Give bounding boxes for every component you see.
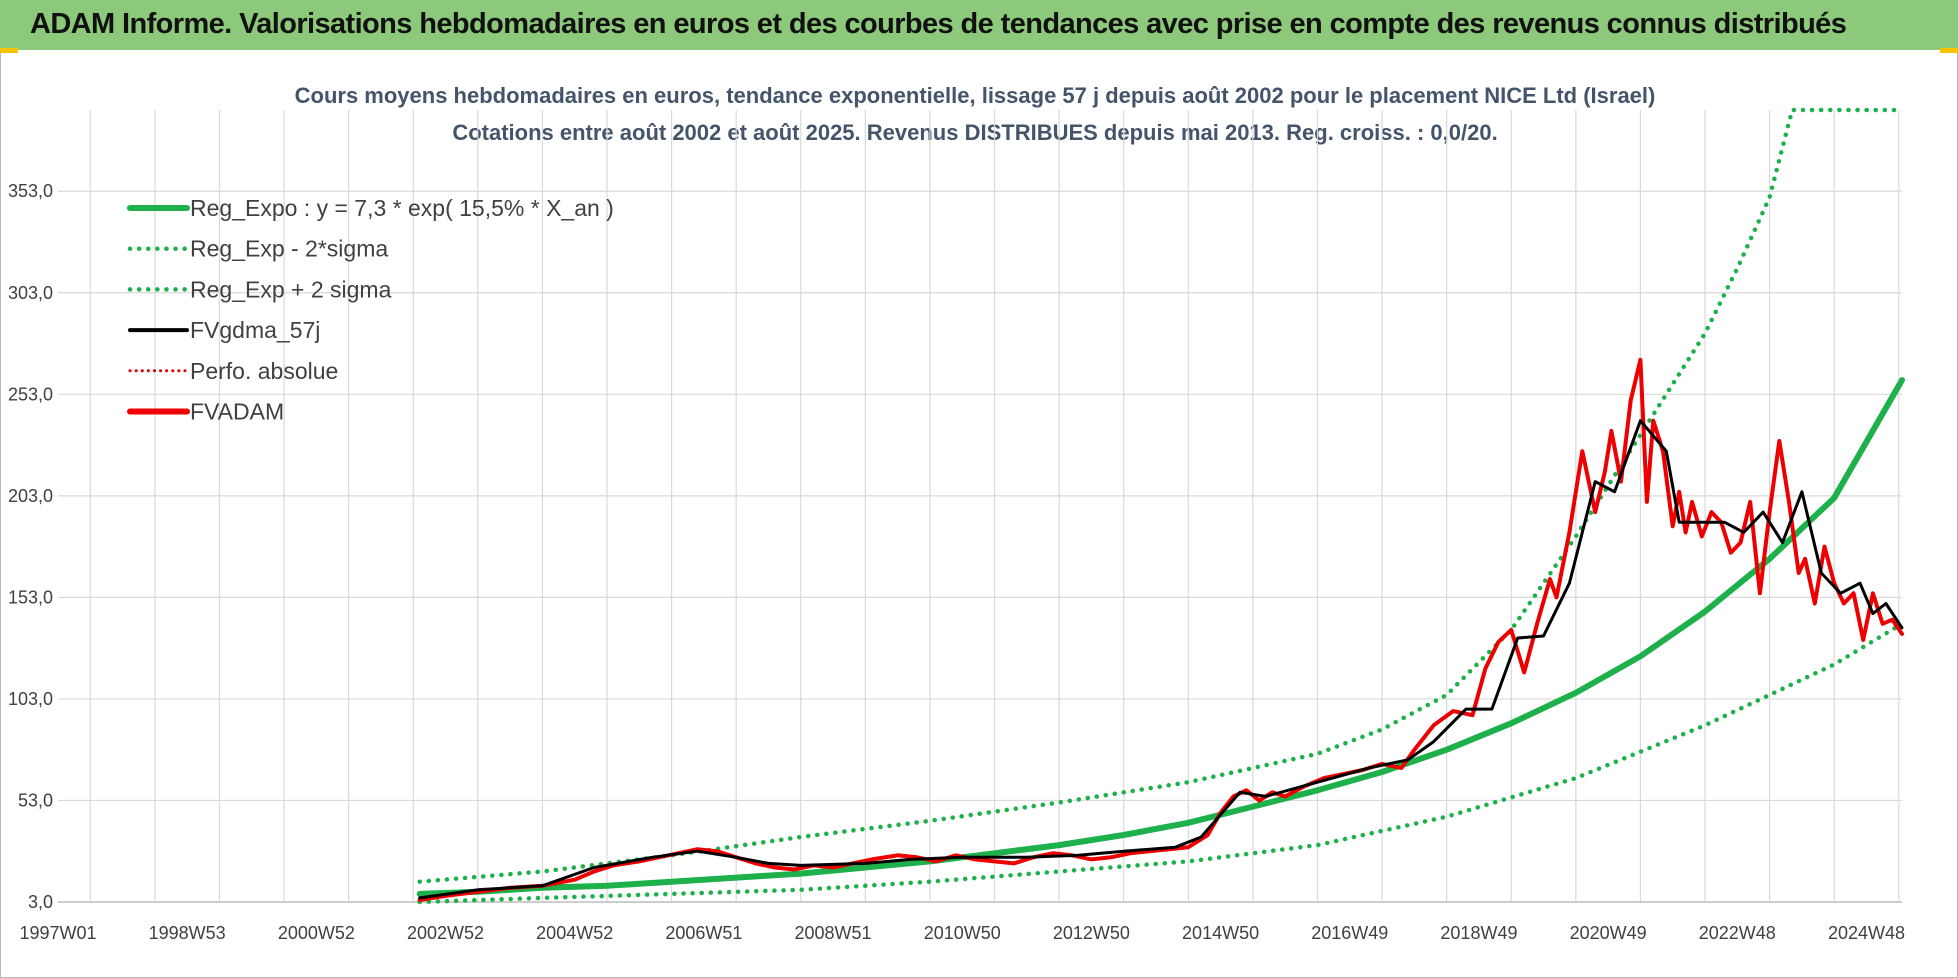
x-tick-label: 2006W51 [665,923,742,943]
corner-accent-right [1940,48,1958,53]
y-tick-label: 103,0 [8,689,53,709]
series-line-reg-plus-2sigma [417,107,1905,884]
x-tick-label: 2024W48 [1828,923,1905,943]
chart-title-line1: Cours moyens hebdomadaires en euros, ten… [295,83,1656,108]
legend-label: Reg_Expo : y = 7,3 * exp( 15,5% * X_an ) [190,195,614,221]
series-line-fvadam [417,357,1904,902]
banner-title: ADAM Informe. Valorisations hebdomadaire… [30,8,1847,40]
series-line-reg-minus-2sigma [417,621,1905,905]
legend-label: FVADAM [190,399,284,425]
corner-accent-left [0,48,18,53]
y-tick-label: 153,0 [8,587,53,607]
header-banner: ADAM Informe. Valorisations hebdomadaire… [0,0,1958,50]
y-tick-label: 3,0 [28,892,53,912]
x-tick-label: 2008W51 [795,923,872,943]
legend-label: Perfo. absolue [190,358,338,384]
series-lines [416,107,1905,905]
y-tick-label: 353,0 [8,181,53,201]
series-line-fvgdma [418,419,1904,900]
series-line-reg-expo [416,377,1905,897]
legend-label: FVgdma_57j [190,317,320,343]
x-tick-label: 2020W49 [1570,923,1647,943]
axes: 353,0 303,0 253,0 203,0 153,0 103,0 53,0 3,0 199… [8,181,1905,943]
x-tick-label: 1997W01 [19,923,96,943]
y-tick-label: 53,0 [18,790,53,810]
x-tick-label: 2014W50 [1182,923,1259,943]
x-tick-label: 2022W48 [1699,923,1776,943]
x-tick-label: 1998W53 [149,923,226,943]
grid [58,110,1902,903]
x-tick-label: 2010W50 [924,923,1001,943]
y-tick-label: 253,0 [8,384,53,404]
x-tick-label: 2016W49 [1311,923,1388,943]
x-tick-label: 2018W49 [1440,923,1517,943]
x-tick-label: 2012W50 [1053,923,1130,943]
legend: Reg_Expo : y = 7,3 * exp( 15,5% * X_an )… [127,195,614,425]
legend-label: Reg_Exp - 2*sigma [190,236,388,262]
x-tick-label: 2000W52 [278,923,355,943]
chart-title-line2: Cotations entre août 2002 et août 2025. … [452,120,1497,145]
x-tick-label: 2004W52 [536,923,613,943]
y-tick-label: 303,0 [8,283,53,303]
y-tick-label: 203,0 [8,486,53,506]
legend-label: Reg_Exp + 2 sigma [190,276,392,302]
x-tick-label: 2002W52 [407,923,484,943]
